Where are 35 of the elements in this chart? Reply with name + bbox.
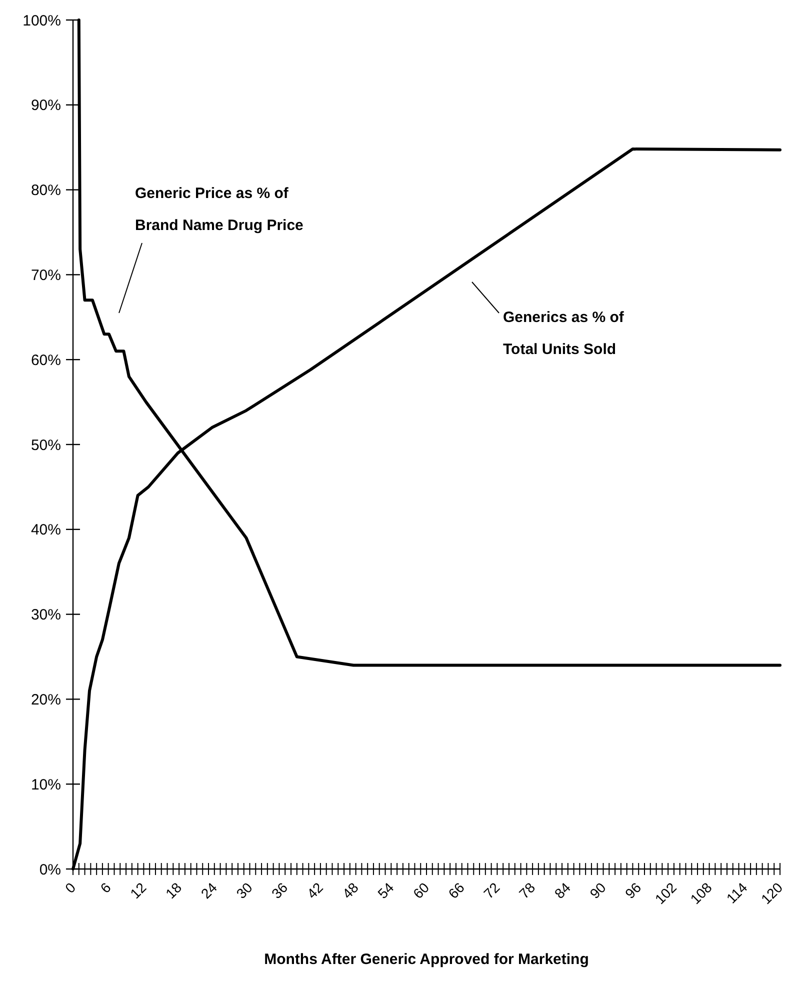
x-tick-label: 72: [480, 879, 503, 902]
annotation: Generics as % of Total Units Sold: [503, 309, 625, 358]
x-tick-label: 48: [339, 879, 362, 902]
x-tick-label: 66: [445, 879, 468, 902]
x-tick-label: 0: [62, 879, 79, 896]
x-tick-label: 60: [410, 879, 432, 902]
x-tick-label: 30: [233, 879, 256, 902]
x-tick-label: 18: [162, 879, 185, 902]
y-tick-label: 60%: [30, 352, 61, 369]
y-tick-label: 20%: [30, 691, 61, 708]
y-tick-label: 100%: [22, 12, 61, 30]
x-tick-label: 24: [198, 879, 220, 902]
x-tick-label: 108: [687, 879, 716, 908]
x-tick-label: 42: [304, 879, 326, 902]
y-tick-label: 10%: [30, 776, 61, 794]
y-tick-label: 50%: [30, 436, 61, 454]
x-tick-label: 6: [97, 879, 114, 896]
x-tick-label: 114: [723, 879, 750, 906]
x-tick-label: 36: [268, 879, 291, 902]
y-tick-label: 30%: [30, 606, 61, 624]
y-tick-label: 40%: [30, 522, 61, 539]
x-tick-label: 102: [652, 879, 680, 908]
x-tick-label: 120: [758, 879, 786, 908]
annotation: Generic Price as % of Brand Name Drug Price: [135, 185, 304, 234]
x-tick-label: 78: [516, 879, 538, 902]
x-tick-label: 54: [374, 879, 397, 902]
x-tick-label: 84: [551, 879, 574, 902]
y-tick-label: 80%: [30, 182, 61, 200]
x-tick-label: 96: [622, 879, 644, 902]
y-tick-label: 0%: [39, 861, 61, 878]
x-tick-label: 12: [126, 879, 150, 902]
x-axis-title: Months After Generic Approved for Marketing: [264, 951, 589, 968]
x-tick-label: 90: [586, 879, 609, 902]
y-tick-label: 70%: [30, 266, 61, 284]
y-tick-label: 90%: [30, 97, 61, 114]
